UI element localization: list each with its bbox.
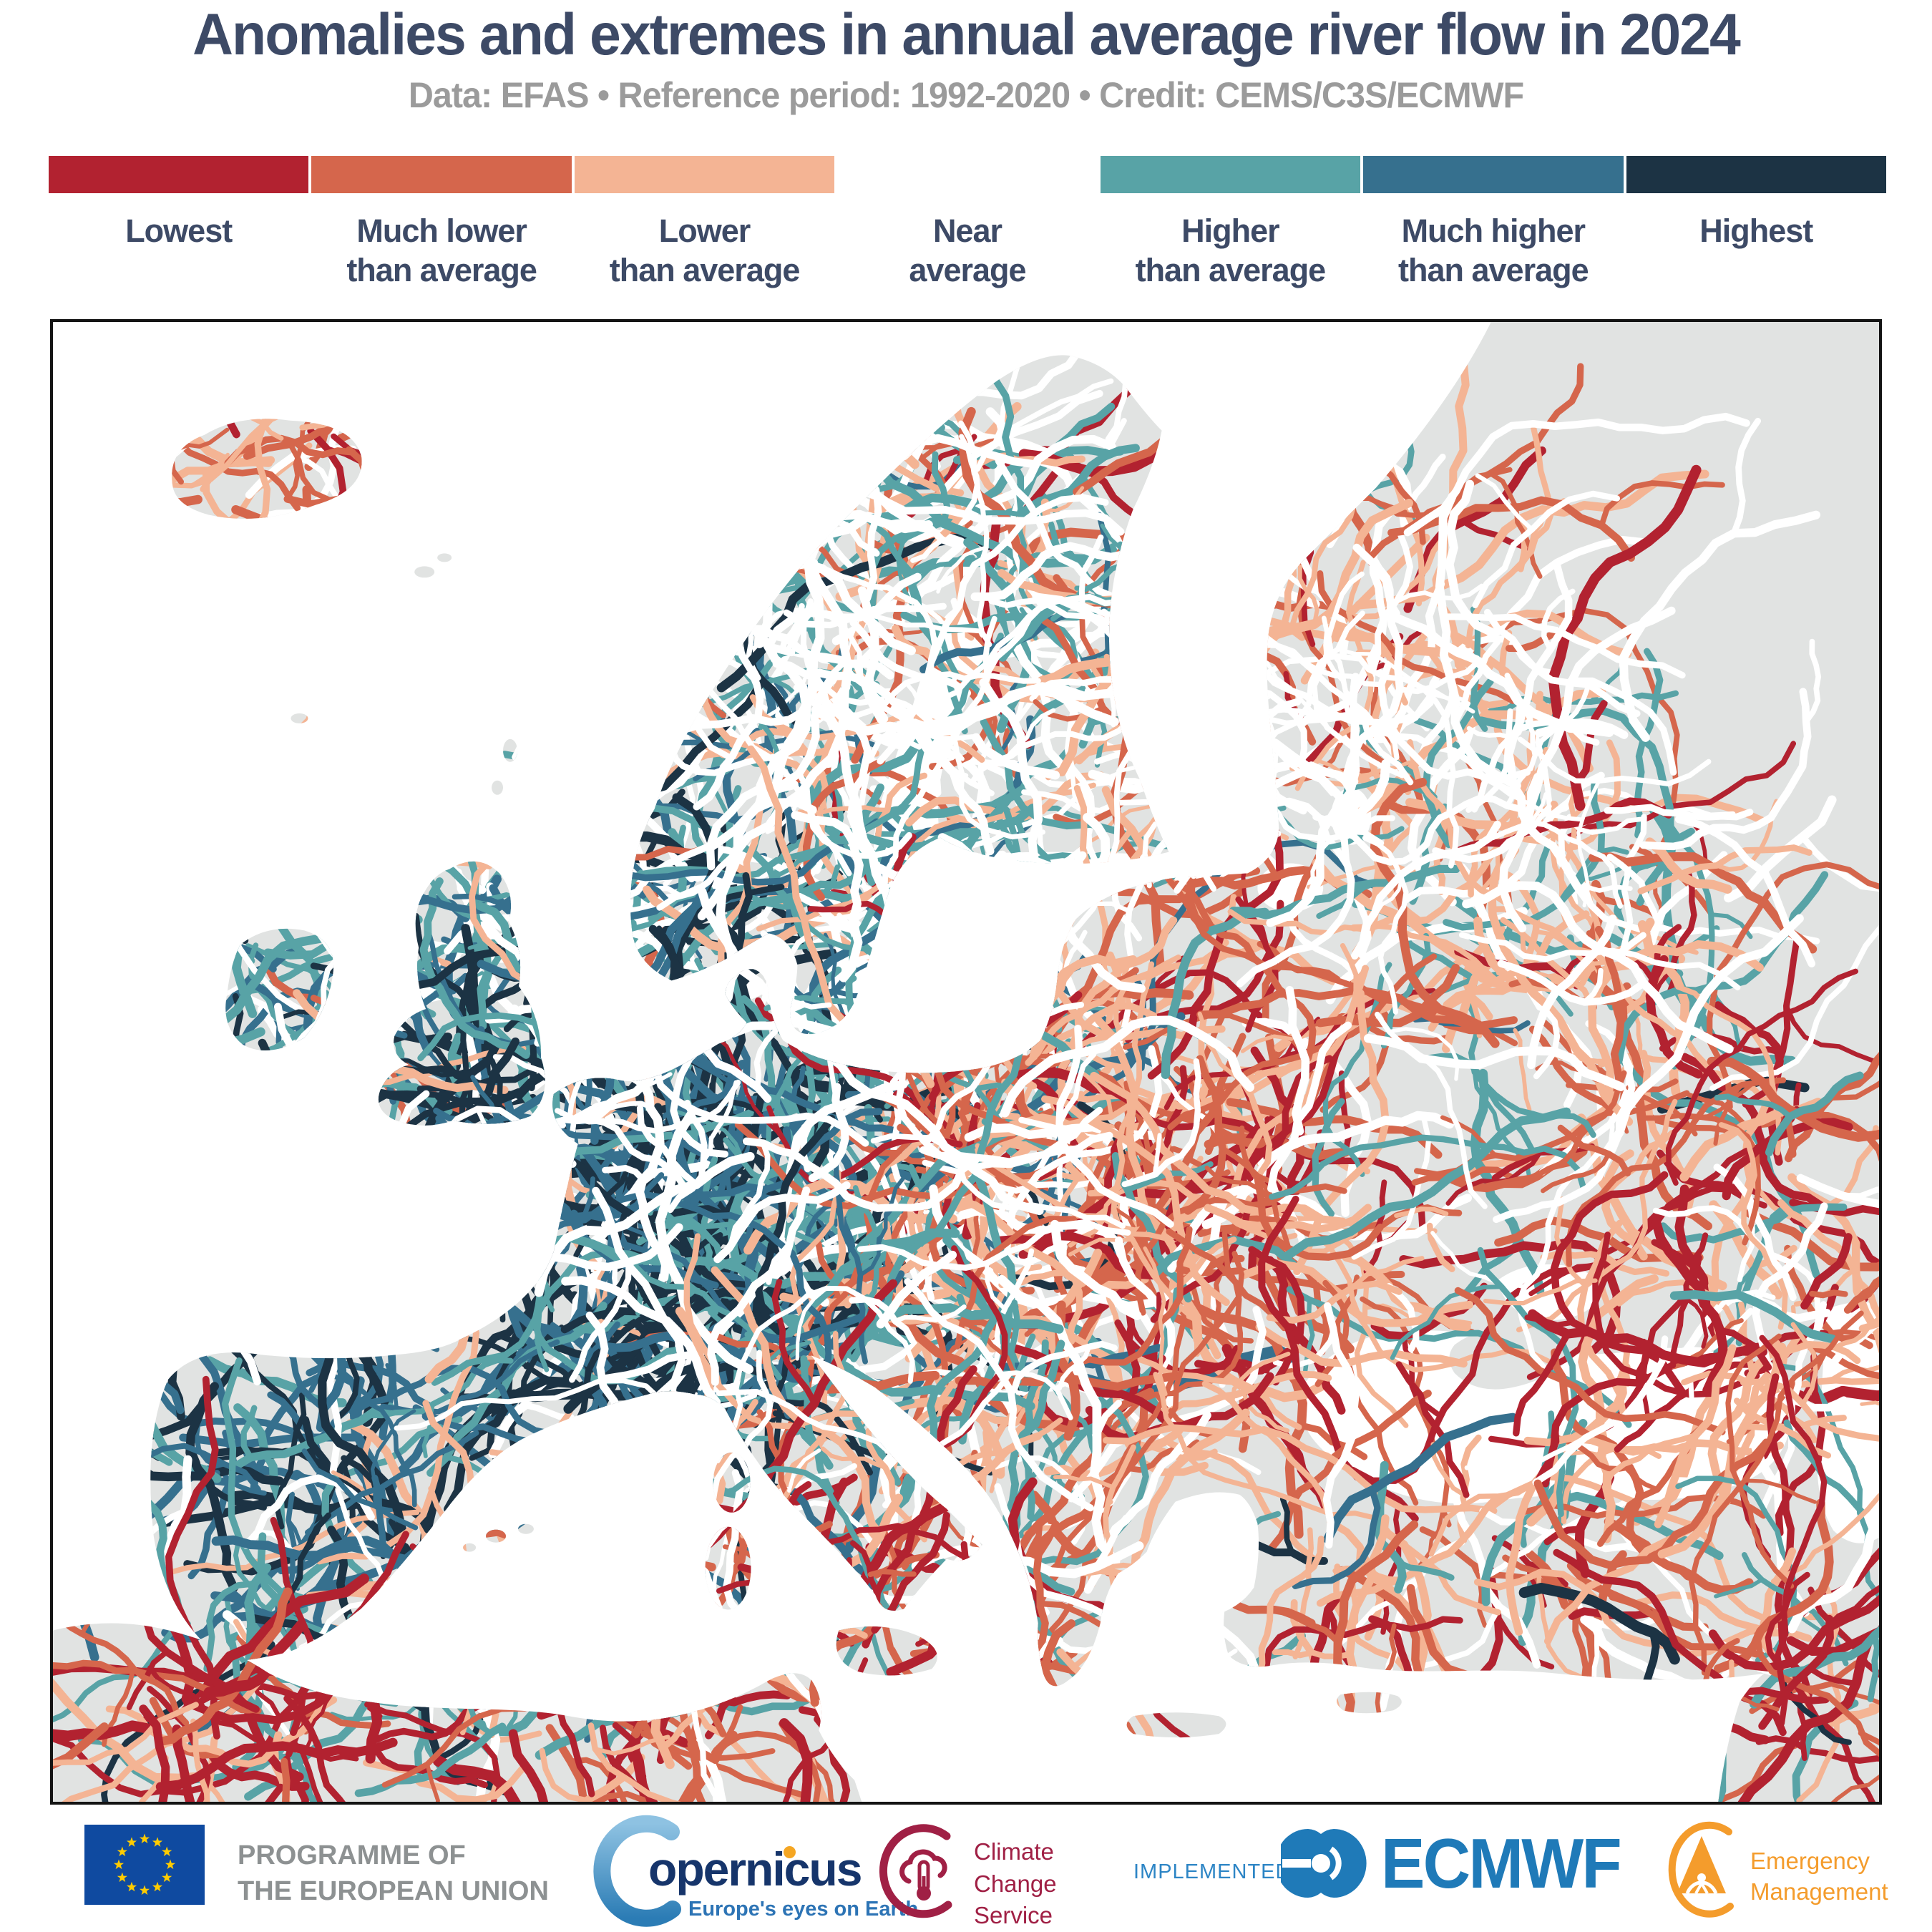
legend-label-line: than average <box>1135 251 1327 288</box>
legend-swatch <box>837 156 1098 193</box>
legend-swatch <box>311 156 572 193</box>
legend-swatch <box>1626 156 1886 193</box>
emergency-line1: Emergency <box>1750 1848 1870 1874</box>
legend-label-line: than average <box>1398 251 1589 288</box>
emergency-line2: Management <box>1750 1878 1888 1905</box>
legend-item: Higher than average <box>1100 156 1361 291</box>
legend-label: Much lower than average <box>346 212 537 291</box>
legend-label-line: Near <box>932 213 1002 249</box>
copernicus-wordmark: opernicus <box>648 1843 862 1896</box>
footer: PROGRAMME OF THE EUROPEAN UNION opernicu… <box>0 1813 1932 1932</box>
legend-label-line: Lowest <box>125 213 233 249</box>
eu-programme-line2: THE EUROPEAN UNION <box>238 1876 549 1907</box>
legend-label-line: Much lower <box>356 213 527 249</box>
legend-label: Lowest <box>125 212 233 251</box>
legend-item: Lowest <box>49 156 309 291</box>
eu-flag-logo <box>84 1825 205 1905</box>
copernicus-swoosh-icon <box>593 1815 681 1927</box>
legend-label-line: Lower <box>658 213 751 249</box>
legend-label-line: than average <box>609 251 801 288</box>
emergency-icon <box>1668 1821 1734 1918</box>
c3s-icon <box>879 1824 952 1918</box>
copernicus-orange-dot-icon <box>784 1846 796 1858</box>
eu-programme-label: PROGRAMME OF THE EUROPEAN UNION <box>238 1838 549 1909</box>
legend-item: Near average <box>837 156 1098 291</box>
ecmwf-logo: ECMWF <box>1275 1824 1622 1903</box>
legend-label: Much higher than average <box>1398 212 1589 291</box>
legend-swatch <box>574 156 835 193</box>
legend-label: Highest <box>1699 212 1813 251</box>
legend-label-line: Highest <box>1699 213 1813 249</box>
legend-label-line: average <box>909 251 1026 288</box>
copernicus-logo: opernicus Europe's eyes on Earth <box>580 1813 980 1932</box>
eu-programme-line1: PROGRAMME OF <box>238 1840 466 1870</box>
legend-label: Near average <box>909 212 1026 291</box>
legend-label-line: Much higher <box>1401 213 1586 249</box>
europe-river-anomaly-map <box>53 322 1879 1802</box>
page-subtitle: Data: EFAS • Reference period: 1992-2020… <box>408 75 1524 115</box>
legend-swatch <box>49 156 309 193</box>
legend-swatch <box>1100 156 1361 193</box>
c3s-line1: Climate <box>974 1838 1054 1865</box>
legend-label: Higher than average <box>1135 212 1327 291</box>
copernicus-tagline: Europe's eyes on Earth <box>688 1898 919 1921</box>
river-flow-map <box>50 319 1882 1805</box>
ecmwf-mark-icon <box>1275 1829 1367 1898</box>
legend-item: Much higher than average <box>1363 156 1624 291</box>
legend-item: Lower than average <box>574 156 835 291</box>
c3s-line2: Change Service <box>974 1870 1057 1929</box>
ecmwf-wordmark: ECMWF <box>1381 1824 1622 1903</box>
c3s-label: Climate Change Service <box>974 1836 1057 1932</box>
legend: Lowest Much lower than average Lower than av… <box>49 156 1886 291</box>
emergency-management-logo: Emergency Management <box>1660 1816 1888 1927</box>
legend-item: Much lower than average <box>311 156 572 291</box>
legend-label-line: Higher <box>1181 213 1280 249</box>
legend-swatch <box>1363 156 1624 193</box>
legend-item: Highest <box>1626 156 1886 291</box>
legend-label: Lower than average <box>609 212 801 291</box>
emergency-label: Emergency Management <box>1750 1846 1888 1908</box>
legend-label-line: than average <box>346 251 537 288</box>
page-title: Anomalies and extremes in annual average… <box>192 2 1741 67</box>
climate-change-service-logo: Climate Change Service <box>877 1820 1057 1928</box>
